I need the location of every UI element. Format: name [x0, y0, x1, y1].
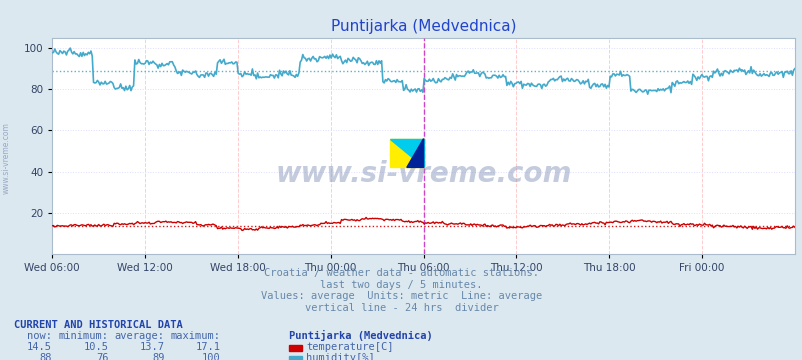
Text: 17.1: 17.1 [196, 342, 221, 352]
Text: CURRENT AND HISTORICAL DATA: CURRENT AND HISTORICAL DATA [14, 320, 183, 330]
Text: 14.5: 14.5 [27, 342, 52, 352]
Text: average:: average: [115, 331, 164, 341]
Text: now:: now: [27, 331, 52, 341]
Bar [390, 139, 423, 167]
Text: 100: 100 [202, 353, 221, 360]
Text: www.si-vreme.com: www.si-vreme.com [2, 122, 11, 194]
Text: 13.7: 13.7 [140, 342, 164, 352]
Polygon shape [407, 139, 423, 167]
Text: minimum:: minimum: [59, 331, 108, 341]
Text: Croatia / weather data - automatic stations.: Croatia / weather data - automatic stati… [264, 268, 538, 278]
Text: 88: 88 [39, 353, 52, 360]
Text: Puntijarka (Medvednica): Puntijarka (Medvednica) [289, 330, 432, 341]
Title: Puntijarka (Medvednica): Puntijarka (Medvednica) [330, 19, 516, 34]
Text: last two days / 5 minutes.: last two days / 5 minutes. [320, 280, 482, 290]
Text: humidity[%]: humidity[%] [306, 353, 375, 360]
Text: 76: 76 [95, 353, 108, 360]
Text: temperature[C]: temperature[C] [306, 342, 393, 352]
Text: Values: average  Units: metric  Line: average: Values: average Units: metric Line: aver… [261, 291, 541, 301]
Text: 10.5: 10.5 [83, 342, 108, 352]
Text: maximum:: maximum: [171, 331, 221, 341]
Text: www.si-vreme.com: www.si-vreme.com [275, 160, 571, 188]
Polygon shape [390, 139, 423, 167]
Text: vertical line - 24 hrs  divider: vertical line - 24 hrs divider [304, 303, 498, 313]
Text: 89: 89 [152, 353, 164, 360]
